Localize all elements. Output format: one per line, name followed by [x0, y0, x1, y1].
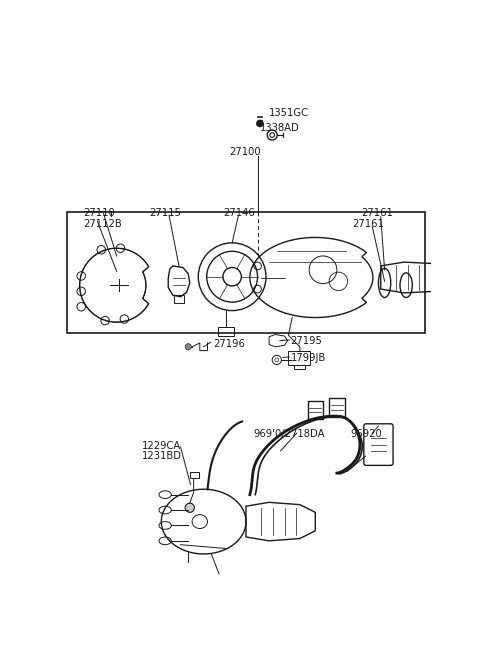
Text: 1231BD: 1231BD — [142, 451, 182, 461]
Text: 27100: 27100 — [229, 147, 261, 156]
Text: 1229CA: 1229CA — [142, 441, 181, 451]
Bar — [190, 472, 199, 478]
Text: 1799JB: 1799JB — [291, 353, 326, 363]
Text: 27110: 27110 — [83, 208, 115, 218]
Text: 27195: 27195 — [291, 336, 323, 346]
Text: 27112B: 27112B — [83, 219, 121, 229]
Bar — [294, 365, 304, 369]
Text: 1351GC: 1351GC — [269, 108, 309, 118]
Bar — [288, 351, 310, 365]
Text: 96920: 96920 — [350, 429, 382, 439]
Text: 27161: 27161 — [352, 219, 384, 229]
Bar — [67, 212, 425, 333]
Text: 27196: 27196 — [213, 339, 245, 349]
Bar — [218, 327, 234, 336]
Bar — [308, 401, 323, 419]
Text: 1338AD: 1338AD — [260, 123, 300, 133]
Text: 27146: 27146 — [223, 208, 255, 218]
Bar — [329, 398, 345, 417]
Text: 27161: 27161 — [361, 208, 394, 218]
Circle shape — [185, 503, 194, 512]
Bar — [174, 295, 184, 303]
Circle shape — [256, 120, 264, 127]
Text: 27115: 27115 — [150, 208, 181, 218]
Circle shape — [185, 344, 192, 350]
Text: 969'0/2718DA: 969'0/2718DA — [254, 429, 325, 439]
